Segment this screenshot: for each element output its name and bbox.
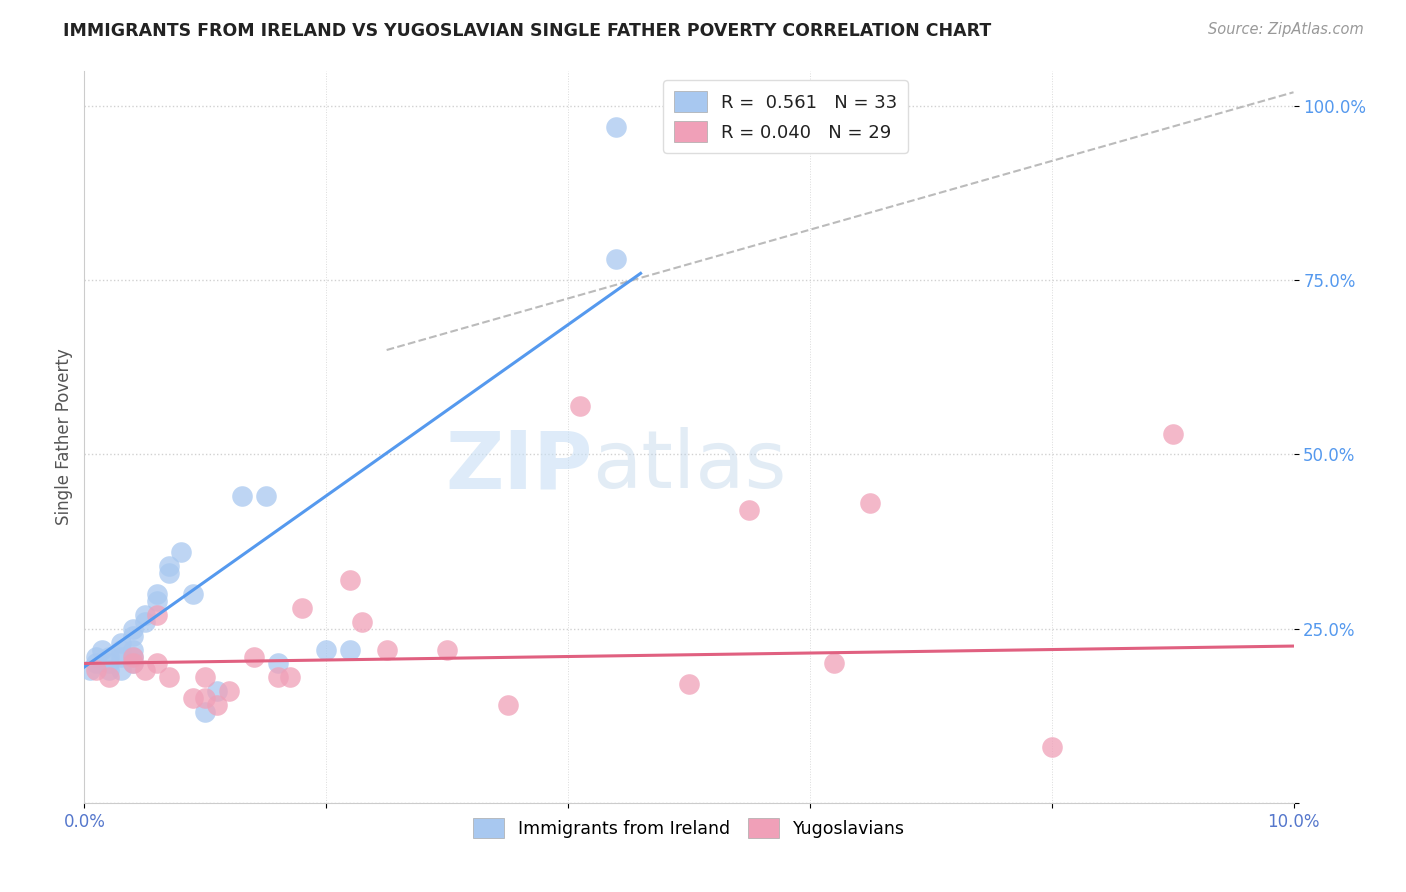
Point <box>278 670 301 684</box>
Point <box>146 657 169 671</box>
Point <box>375 642 398 657</box>
Point <box>194 705 217 719</box>
Text: IMMIGRANTS FROM IRELAND VS YUGOSLAVIAN SINGLE FATHER POVERTY CORRELATION CHART: IMMIGRANTS FROM IRELAND VS YUGOSLAVIAN S… <box>63 22 991 40</box>
Point <box>157 558 180 573</box>
Text: ZIP: ZIP <box>444 427 592 506</box>
Point <box>254 489 277 503</box>
Point <box>678 677 700 691</box>
Point <box>194 691 217 706</box>
Point <box>121 642 143 657</box>
Point <box>146 594 169 608</box>
Point <box>79 664 101 678</box>
Point <box>121 657 143 671</box>
Point <box>181 691 204 706</box>
Point <box>110 635 132 649</box>
Point <box>291 600 314 615</box>
Point <box>194 670 217 684</box>
Point <box>86 657 108 671</box>
Point <box>121 629 143 643</box>
Point <box>605 252 627 267</box>
Point <box>352 615 374 629</box>
Point <box>134 664 156 678</box>
Point <box>496 698 519 713</box>
Point <box>218 684 240 698</box>
Point <box>157 670 180 684</box>
Text: atlas: atlas <box>592 427 786 506</box>
Point <box>823 657 845 671</box>
Point <box>207 698 229 713</box>
Point <box>207 684 229 698</box>
Point <box>110 642 132 657</box>
Point <box>86 649 108 664</box>
Point <box>110 649 132 664</box>
Point <box>1040 740 1063 755</box>
Point <box>231 489 253 503</box>
Point <box>605 120 627 134</box>
Y-axis label: Single Father Poverty: Single Father Poverty <box>55 349 73 525</box>
Point <box>121 649 143 664</box>
Point <box>97 657 120 671</box>
Point <box>146 587 169 601</box>
Legend: Immigrants from Ireland, Yugoslavians: Immigrants from Ireland, Yugoslavians <box>467 812 911 846</box>
Point <box>569 399 592 413</box>
Point <box>267 670 290 684</box>
Point <box>436 642 458 657</box>
Point <box>91 642 114 657</box>
Point <box>121 649 143 664</box>
Point <box>170 545 193 559</box>
Point <box>738 503 761 517</box>
Point <box>97 670 120 684</box>
Point <box>315 642 337 657</box>
Point <box>1161 426 1184 441</box>
Point <box>110 664 132 678</box>
Point <box>121 622 143 636</box>
Point <box>134 607 156 622</box>
Point <box>859 496 882 510</box>
Point <box>97 649 120 664</box>
Point <box>121 657 143 671</box>
Point <box>339 642 361 657</box>
Point <box>146 607 169 622</box>
Point <box>86 664 108 678</box>
Point <box>181 587 204 601</box>
Point <box>97 664 120 678</box>
Point <box>157 566 180 580</box>
Point <box>339 573 361 587</box>
Text: Source: ZipAtlas.com: Source: ZipAtlas.com <box>1208 22 1364 37</box>
Point <box>267 657 290 671</box>
Point <box>134 615 156 629</box>
Point <box>242 649 264 664</box>
